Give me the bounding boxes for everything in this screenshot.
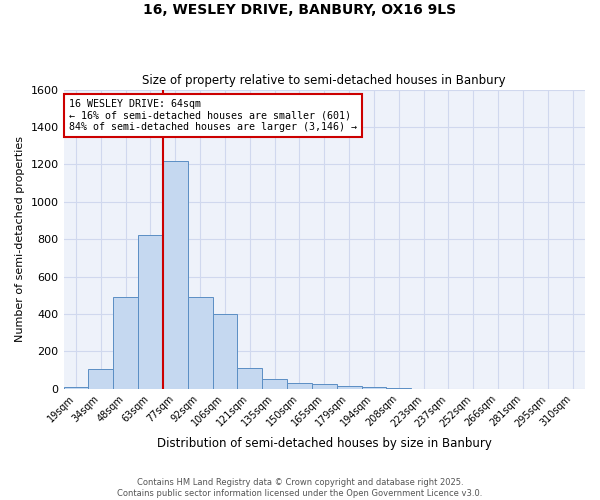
Bar — [163, 160, 188, 389]
Bar — [188, 297, 212, 389]
Text: Contains HM Land Registry data © Crown copyright and database right 2025.
Contai: Contains HM Land Registry data © Crown c… — [118, 478, 482, 498]
Y-axis label: Number of semi-detached properties: Number of semi-detached properties — [15, 136, 25, 342]
Bar — [238, 368, 262, 389]
Bar — [287, 383, 312, 389]
X-axis label: Distribution of semi-detached houses by size in Banbury: Distribution of semi-detached houses by … — [157, 437, 492, 450]
Text: 16 WESLEY DRIVE: 64sqm
← 16% of semi-detached houses are smaller (601)
84% of se: 16 WESLEY DRIVE: 64sqm ← 16% of semi-det… — [69, 98, 357, 132]
Bar — [138, 234, 163, 389]
Title: Size of property relative to semi-detached houses in Banbury: Size of property relative to semi-detach… — [142, 74, 506, 87]
Text: 16, WESLEY DRIVE, BANBURY, OX16 9LS: 16, WESLEY DRIVE, BANBURY, OX16 9LS — [143, 2, 457, 16]
Bar — [88, 369, 113, 389]
Bar — [64, 387, 88, 389]
Bar — [212, 314, 238, 389]
Bar — [262, 380, 287, 389]
Bar — [386, 388, 411, 389]
Bar — [113, 297, 138, 389]
Bar — [337, 386, 362, 389]
Bar — [362, 387, 386, 389]
Bar — [312, 384, 337, 389]
